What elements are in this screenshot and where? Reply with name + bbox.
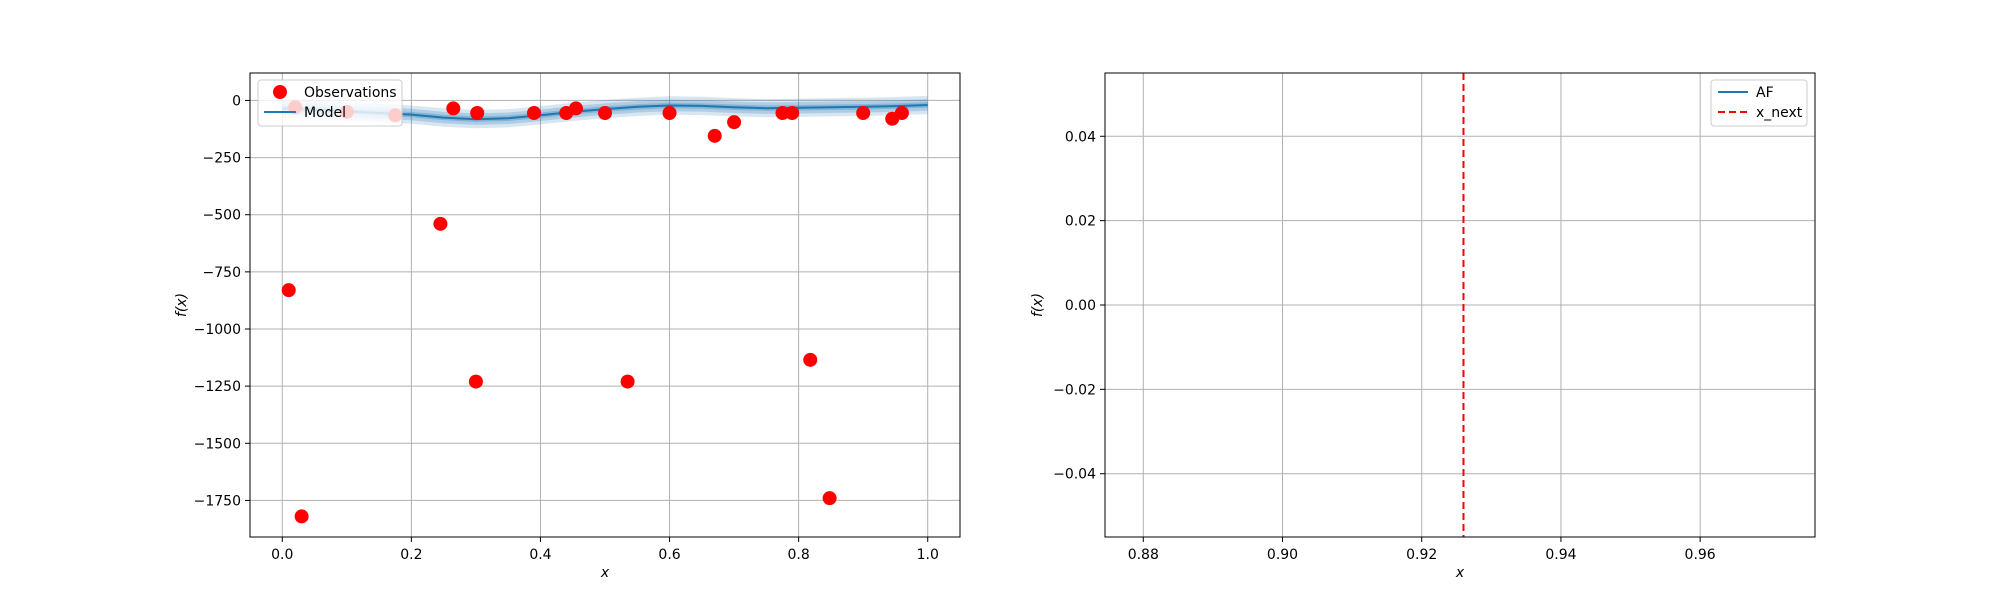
- legend-marker-observations: [273, 85, 287, 99]
- x-axis-label: x: [600, 565, 610, 581]
- observation-point: [803, 352, 818, 367]
- x-tick-label: 1.0: [917, 547, 939, 563]
- legend-label-x-next: x_next: [1756, 105, 1803, 121]
- x-ticks: 0.0 0.2 0.4 0.6 0.8 1.0: [271, 537, 939, 563]
- x-axis-label: x: [1455, 565, 1465, 581]
- observation-point: [785, 106, 800, 120]
- x-tick-label: 0.94: [1545, 547, 1576, 563]
- observation-point: [446, 101, 461, 116]
- y-tick-label: −1000: [194, 322, 241, 338]
- legend-label-model: Model: [304, 105, 346, 121]
- y-tick-label: 0.00: [1065, 298, 1096, 314]
- legend: Observations Model: [257, 79, 403, 127]
- x-tick-label: 0.6: [658, 547, 680, 563]
- x-tick-label: 0.0: [271, 547, 293, 563]
- y-ticks: 0 −250 −500 −750 −1000 −1250 −1500 −1750: [194, 93, 250, 509]
- x-tick-label: 0.2: [400, 547, 422, 563]
- y-tick-label: −1750: [194, 493, 241, 509]
- y-tick-label: 0.04: [1065, 129, 1096, 145]
- y-tick-label: −250: [203, 151, 241, 167]
- observation-point: [470, 106, 485, 120]
- observation-point: [598, 106, 612, 120]
- x-tick-label: 0.8: [788, 547, 810, 563]
- plot-area: [250, 73, 960, 537]
- y-tick-label: −0.04: [1053, 467, 1096, 483]
- observation-point: [433, 216, 448, 231]
- y-tick-label: −1250: [194, 379, 241, 395]
- observation-point: [468, 374, 483, 389]
- axes-frame: [249, 72, 961, 538]
- legend-label-af: AF: [1756, 85, 1774, 101]
- observation-point: [775, 106, 790, 120]
- x-tick-label: 0.90: [1267, 547, 1298, 563]
- y-tick-label: −750: [203, 265, 241, 281]
- observation-point: [568, 101, 583, 116]
- legend-label-observations: Observations: [304, 85, 397, 101]
- y-axis-label: f(x): [1030, 293, 1046, 317]
- legend: AF x_next: [1710, 79, 1808, 127]
- y-tick-label: −0.02: [1053, 382, 1096, 398]
- x-tick-label: 0.92: [1406, 547, 1437, 563]
- observation-point: [281, 283, 296, 298]
- y-axis-label: f(x): [174, 293, 190, 317]
- x-ticks: 0.88 0.90 0.92 0.94 0.96: [1128, 537, 1716, 563]
- legend-box: [257, 79, 403, 127]
- y-tick-label: −500: [203, 208, 241, 224]
- y-tick-label: 0: [232, 93, 241, 109]
- observation-point: [707, 128, 722, 143]
- grid: [250, 73, 960, 537]
- x-tick-label: 0.96: [1685, 547, 1716, 563]
- model-plot: 0.0 0.2 0.4 0.6 0.8 1.0 0 −250 −500 −750 −1000 −12…: [174, 72, 961, 581]
- y-ticks: 0.04 0.02 0.00 −0.02 −0.04: [1053, 129, 1105, 483]
- observation-point: [856, 106, 871, 120]
- grid: [1105, 73, 1815, 537]
- observation-point: [894, 106, 909, 120]
- observation-point: [527, 106, 541, 120]
- x-tick-label: 0.88: [1128, 547, 1159, 563]
- observation-point: [727, 115, 742, 130]
- observation-point: [294, 509, 309, 524]
- y-tick-label: 0.02: [1065, 214, 1096, 230]
- y-tick-label: −1500: [194, 436, 241, 452]
- observation-point: [620, 374, 635, 389]
- acquisition-plot: 0.88 0.90 0.92 0.94 0.96 0.04 0.02 0.00 −0.02 −0…: [1030, 72, 1816, 581]
- observation-point: [822, 491, 837, 506]
- x-tick-label: 0.4: [529, 547, 551, 563]
- observation-point: [662, 106, 677, 120]
